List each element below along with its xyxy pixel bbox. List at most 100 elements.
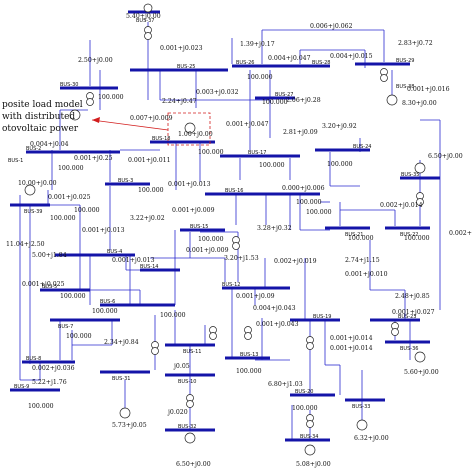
- bus-label: BUS-31: [112, 376, 130, 382]
- bus-label: BUS-37: [136, 18, 154, 24]
- value-label: 0.001+j0.047: [226, 121, 269, 128]
- value-label: 0.001+j0.023: [160, 45, 203, 52]
- value-label: 0.001+j0.25: [74, 155, 113, 162]
- annotation-line-2: with distributed: [2, 112, 75, 122]
- bus-label: BUS-6: [100, 299, 115, 305]
- value-label: 2.24+j0.47: [162, 98, 197, 105]
- value-label: 100.000: [236, 368, 262, 375]
- bus-label: BUS-22: [400, 232, 418, 238]
- value-label: 0.004+j0.043: [253, 305, 296, 312]
- value-label: 0.007+j0.009: [130, 115, 173, 122]
- value-label: 100.000: [259, 162, 285, 169]
- value-label: 2.34+j0.84: [104, 339, 139, 346]
- value-label: 0.001+j0.013: [168, 181, 211, 188]
- annotation-line-3: otovoltaic power: [2, 124, 79, 134]
- generator-30-icon: [69, 109, 81, 121]
- value-label: 1.39+j0.17: [240, 41, 275, 48]
- bus-label: BUS-10: [178, 379, 196, 385]
- bus-label: BUS-15: [190, 224, 208, 230]
- bus-label: BUS-33: [352, 404, 370, 410]
- value-label: 100.000: [66, 333, 92, 340]
- value-label: 2.74+j1.15: [345, 257, 380, 264]
- bus-label: BUS-25: [177, 64, 195, 70]
- value-label: 0.001+j0.014: [330, 335, 373, 342]
- value-label: 0.001+j0.014: [330, 345, 373, 352]
- pv-annotation: [91, 112, 211, 146]
- value-labels: 5.40+j0.00 0.001+j0.023 1.39+j0.17 0.006…: [6, 13, 472, 468]
- value-label: 0.002+: [449, 230, 472, 237]
- bus-label: BUS-1: [8, 158, 23, 164]
- generator-39-icon: [24, 184, 36, 196]
- generator-36-icon: [414, 351, 426, 363]
- bus-label: BUS-29: [396, 58, 414, 64]
- value-label: 100.000: [58, 165, 84, 172]
- bus-label: BUS-16: [225, 188, 243, 194]
- bus-label: BUS-35: [401, 172, 419, 178]
- value-label: 0.001+j0.025: [22, 281, 65, 288]
- value-label: 0.003+j0.032: [196, 89, 239, 96]
- value-label: 10.00+j0.00: [18, 180, 57, 187]
- value-label: 0.002+j0.019: [274, 258, 317, 265]
- value-label: 3.20+j1.53: [224, 255, 259, 262]
- bus-label: BUS-11: [183, 349, 201, 355]
- value-label: 3.28+j0.32: [257, 225, 292, 232]
- value-label: 0.001+j0.09: [236, 293, 275, 300]
- value-label: 0.001+j0.013: [82, 227, 125, 234]
- transformers: [86, 26, 424, 428]
- value-label: 2.50+j0.00: [78, 57, 113, 64]
- value-label: 100.000: [74, 207, 100, 214]
- value-label: 0.001+j0.009: [172, 207, 215, 214]
- bus-label: BUS-18: [152, 136, 170, 142]
- value-label: 0.001+j0.043: [256, 321, 299, 328]
- bus-label: BUS-21: [345, 232, 363, 238]
- value-label: 0.006+j0.062: [310, 23, 353, 30]
- bus-label: BUS-34: [300, 434, 318, 440]
- value-label: 6.32+j0.00: [354, 435, 389, 442]
- value-label: 0.000+j0.006: [282, 185, 325, 192]
- value-label: j0.05: [173, 363, 190, 370]
- value-label: 100.000: [306, 209, 332, 216]
- value-label: 2.81+j0.09: [283, 129, 318, 136]
- value-label: 0.001+j0.025: [48, 194, 91, 201]
- annotation-line-1: posite load model: [2, 100, 83, 110]
- value-label: 0.001+j0.016: [407, 86, 450, 93]
- value-label: 11.04+j2.50: [6, 241, 45, 248]
- generator-35-icon: [414, 162, 426, 174]
- value-label: 0.004+j0.015: [330, 53, 373, 60]
- value-label: 100.000: [327, 161, 353, 168]
- value-label: 6.50+j0.00: [176, 461, 211, 468]
- generator-38-icon: [386, 94, 398, 106]
- bus-label: BUS-4: [107, 249, 122, 255]
- value-label: 3.22+j0.02: [130, 215, 165, 222]
- bus-label: BUS-17: [248, 150, 266, 156]
- value-label: 100.000: [28, 403, 54, 410]
- bus-label: BUS-12: [222, 282, 240, 288]
- value-label: 100.000: [50, 215, 76, 222]
- value-label: j0.020: [167, 409, 188, 416]
- bus-bars: [10, 10, 440, 442]
- value-label: 100.000: [296, 199, 322, 206]
- generator-pv-icon: [184, 122, 196, 134]
- bus-label: BUS-27: [275, 92, 293, 98]
- bus-labels: BUS-37 BUS-25 BUS-30 BUS-26 BUS-28 BUS-2…: [8, 18, 419, 440]
- bus-label: BUS-8: [26, 356, 41, 362]
- bus-label: BUS-14: [140, 264, 158, 270]
- value-label: 5.22+j1.76: [32, 379, 67, 386]
- bus-label: BUS-26: [236, 60, 254, 66]
- value-label: 2.06+j0.28: [286, 97, 321, 104]
- value-label: 100.000: [292, 405, 318, 412]
- value-label: 0.001+j0.011: [128, 157, 171, 164]
- bus-label: BUS-13: [240, 352, 258, 358]
- transmission-lines: [19, 22, 441, 440]
- value-label: 0.002+j0.014: [380, 202, 423, 209]
- value-label: 100.000: [348, 235, 374, 242]
- value-label: 5.40+j0.00: [126, 13, 161, 20]
- value-label: 100.000: [92, 308, 118, 315]
- value-label: 100.000: [60, 293, 86, 300]
- generator-32-icon: [184, 432, 196, 444]
- bus-label: BUS-9: [14, 384, 29, 390]
- generator-34-icon: [304, 444, 316, 456]
- value-label: 0.001+j0.013: [112, 257, 155, 264]
